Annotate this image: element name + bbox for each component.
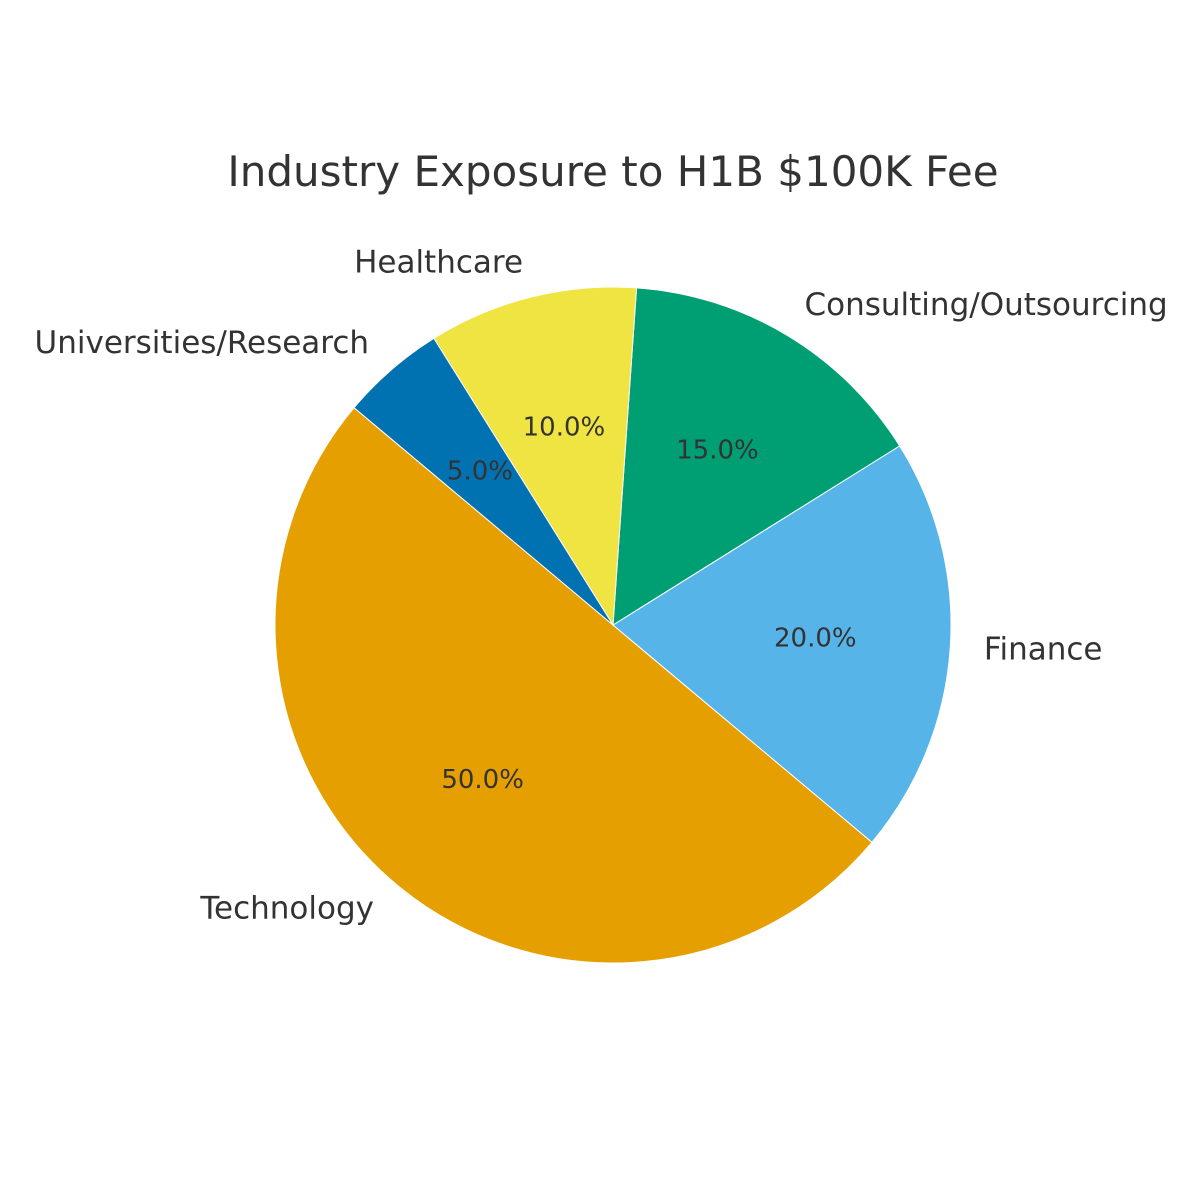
slice-label-consulting-outsourcing: Consulting/Outsourcing	[804, 287, 1167, 323]
pie-wedges	[274, 286, 952, 964]
pie-slice-finance	[612, 445, 952, 843]
chart-title: Industry Exposure to H1B $100K Fee	[227, 147, 998, 196]
pie-slice-technology	[274, 407, 873, 964]
slice-label-technology: Technology	[199, 890, 374, 926]
percent-label-consulting-outsourcing: 15.0%	[676, 436, 759, 466]
pie-labels: Technology 50.0% Finance 20.0% Consulting/Ou…	[35, 245, 1168, 927]
percent-label-healthcare: 10.0%	[523, 413, 606, 443]
slice-label-universities-research: Universities/Research	[35, 325, 370, 361]
percent-label-universities-research: 5.0%	[447, 456, 513, 486]
slice-label-finance: Finance	[984, 631, 1103, 667]
pie-slice-universities-research	[353, 337, 614, 626]
slice-label-healthcare: Healthcare	[354, 245, 523, 281]
pie-slice-consulting-outsourcing	[612, 287, 901, 626]
pie-slice-healthcare	[433, 286, 638, 627]
percent-label-technology: 50.0%	[441, 765, 524, 795]
percent-label-finance: 20.0%	[774, 624, 857, 654]
